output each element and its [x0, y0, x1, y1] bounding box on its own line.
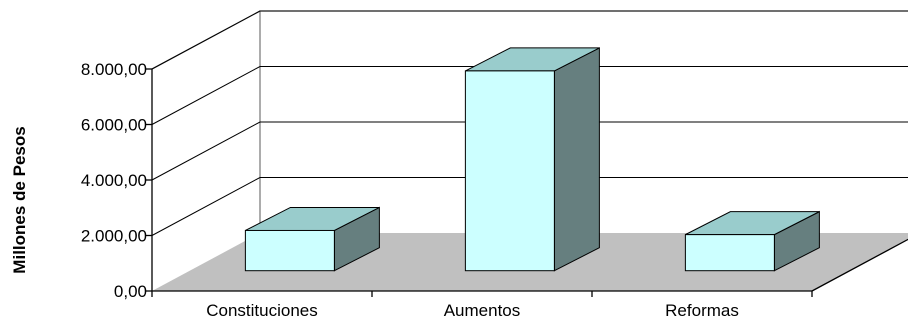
bar-side — [553, 47, 600, 272]
y-tick-labels: 0,00 2.000,00 4.000,00 6.000,00 8.000,00 — [81, 60, 147, 301]
gridline — [151, 121, 908, 181]
bar-front — [244, 229, 335, 272]
gridline — [151, 10, 908, 70]
floor-right-edge — [811, 238, 908, 292]
y-tick-label: 2.000,00 — [81, 227, 147, 246]
bar — [464, 47, 600, 272]
bar — [244, 206, 380, 272]
x-tick-label: Aumentos — [444, 301, 521, 320]
x-tick-labels: Constituciones Aumentos Reformas — [206, 301, 739, 320]
y-axis-title: Millones de Pesos — [10, 126, 29, 273]
bars — [244, 47, 820, 272]
x-tick-label: Constituciones — [206, 301, 318, 320]
bar-front — [684, 234, 775, 272]
y-tick-label: 8.000,00 — [81, 60, 147, 79]
gridline — [151, 66, 908, 125]
y-tick-label: 4.000,00 — [81, 171, 147, 190]
gridlines — [151, 10, 908, 236]
y-tick-label: 0,00 — [114, 282, 147, 301]
bar — [684, 210, 820, 272]
gridline — [151, 177, 908, 236]
bar-front — [464, 70, 555, 272]
x-tick-label: Reformas — [665, 301, 739, 320]
axes — [146, 68, 908, 297]
y-tick-label: 6.000,00 — [81, 116, 147, 135]
